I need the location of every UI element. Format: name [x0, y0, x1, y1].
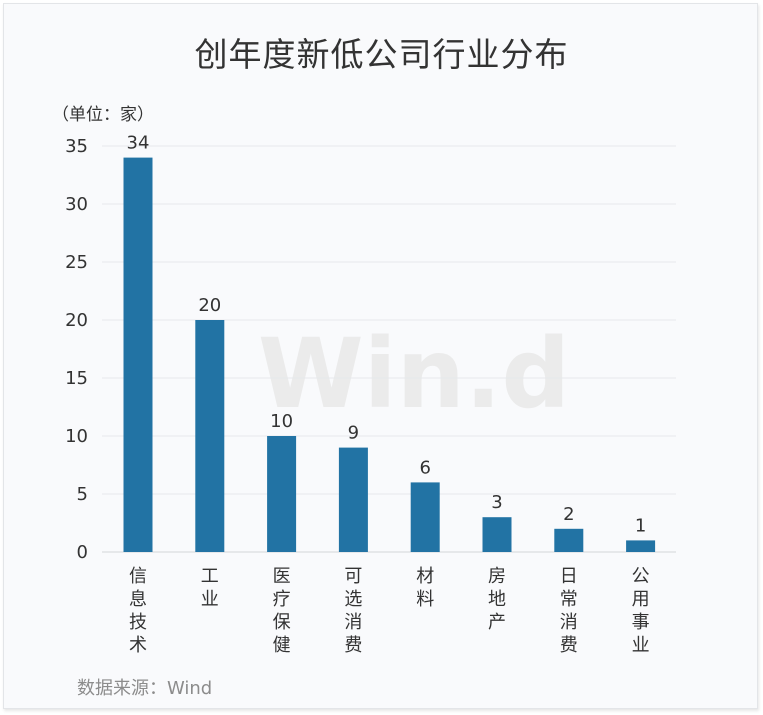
y-tick-label: 15	[65, 368, 88, 389]
x-tick-label: 工业	[201, 566, 219, 610]
source-note: 数据来源：Wind	[77, 678, 213, 699]
bar	[338, 447, 368, 552]
value-label: 20	[198, 295, 221, 316]
bar	[123, 157, 153, 552]
x-axis-labels: 信息技术 工业 医疗保健 可选消费 材料 房地产 日常消费 公用事业	[129, 566, 650, 656]
y-tick-label: 5	[77, 484, 88, 505]
chart-card: 创年度新低公司行业分布 （单位：家） Win.d 0 5 10 15 20 25 30 35 …	[3, 3, 758, 709]
bar	[482, 517, 512, 552]
y-axis: 0 5 10 15 20 25 30 35	[65, 136, 88, 563]
y-tick-label: 25	[65, 252, 88, 273]
bar	[195, 320, 225, 552]
x-tick-label: 公用事业	[632, 566, 650, 656]
value-label: 3	[491, 492, 502, 513]
value-label: 9	[348, 423, 359, 444]
watermark: Win.d	[258, 318, 570, 430]
bar	[626, 540, 656, 552]
value-label: 6	[419, 457, 430, 478]
bar-chart: Win.d 0 5 10 15 20 25 30 35 34 20 10 9 6 3 2 1 信息技术 工业 医…	[65, 133, 676, 656]
value-label: 34	[127, 133, 150, 154]
bar	[554, 528, 584, 552]
unit-label: （单位：家）	[52, 105, 154, 125]
bars	[123, 157, 656, 552]
x-tick-label: 信息技术	[129, 566, 147, 656]
value-label: 1	[635, 515, 646, 536]
bar	[267, 436, 297, 552]
y-tick-label: 10	[65, 426, 88, 447]
x-tick-label: 材料	[416, 566, 434, 610]
x-tick-label: 日常消费	[560, 566, 578, 656]
x-tick-label: 可选消费	[344, 566, 362, 656]
value-label: 10	[270, 411, 293, 432]
x-tick-label: 房地产	[488, 566, 506, 633]
y-tick-label: 0	[77, 542, 88, 563]
y-tick-label: 35	[65, 136, 88, 157]
y-tick-label: 20	[65, 310, 88, 331]
chart-title: 创年度新低公司行业分布	[194, 35, 569, 74]
y-tick-label: 30	[65, 194, 88, 215]
value-label: 2	[563, 504, 574, 525]
bar	[410, 482, 440, 552]
x-tick-label: 医疗保健	[273, 566, 291, 656]
value-labels: 34 20 10 9 6 3 2 1	[127, 133, 647, 537]
